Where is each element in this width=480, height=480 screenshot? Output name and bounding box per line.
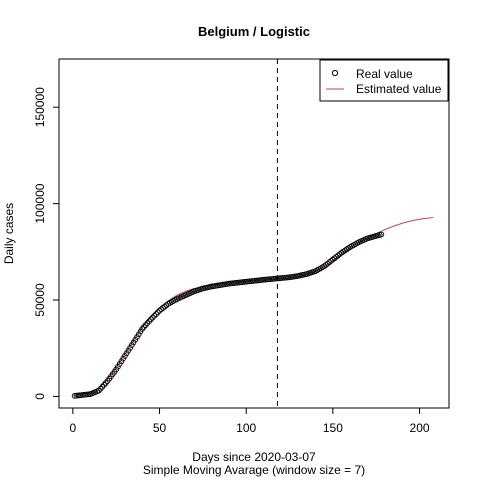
x-tick-label: 150 xyxy=(323,421,343,435)
legend-estimated-value-label: Estimated value xyxy=(356,82,442,96)
y-tick-label: 0 xyxy=(33,393,47,400)
y-tick-label: 50000 xyxy=(33,283,47,317)
y-tick-label: 100000 xyxy=(33,183,47,223)
x-axis: 0 50 100 150 200 xyxy=(70,408,430,435)
x-tick-label: 0 xyxy=(70,421,77,435)
plot-frame xyxy=(59,59,449,408)
x-tick-label: 100 xyxy=(236,421,256,435)
legend-real-value-label: Real value xyxy=(356,67,413,81)
y-axis-label: Daily cases xyxy=(2,203,16,264)
plot-area xyxy=(72,59,433,408)
x-axis-label: Days since 2020-03-07 xyxy=(192,450,316,464)
legend: Real value Estimated value xyxy=(320,60,448,101)
x-axis-sublabel: Simple Moving Avarage (window size = 7) xyxy=(143,463,365,477)
x-tick-label: 50 xyxy=(153,421,167,435)
chart-title: Belgium / Logistic xyxy=(198,24,310,39)
y-tick-label: 150000 xyxy=(33,87,47,127)
y-axis: 0 50000 100000 150000 xyxy=(33,87,59,400)
estimated-value-line xyxy=(75,218,434,396)
x-tick-label: 200 xyxy=(410,421,430,435)
